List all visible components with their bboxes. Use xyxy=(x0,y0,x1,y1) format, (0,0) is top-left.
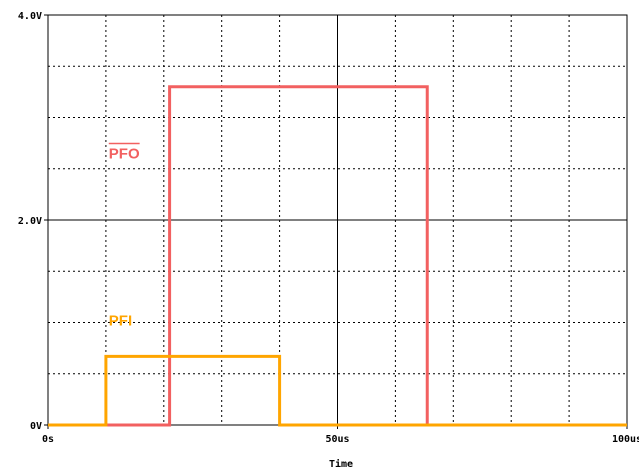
series-label-pfo: PFO xyxy=(109,146,140,163)
series-line-pfi xyxy=(48,354,627,427)
y-tick-label: 2.0V xyxy=(18,216,42,227)
x-axis-label: Time xyxy=(329,458,353,470)
grid xyxy=(48,15,627,425)
axes xyxy=(44,14,628,429)
series-label-pfi: PFI xyxy=(109,313,132,330)
x-tick-label: 0s xyxy=(42,434,54,445)
tick-labels: 0s 50us 100us 0V 2.0V 4.0V xyxy=(18,11,639,445)
y-tick-label: 4.0V xyxy=(18,11,42,22)
series-labels: PFO PFI xyxy=(108,142,140,330)
series-lines xyxy=(48,85,627,427)
x-tick-label: 50us xyxy=(325,434,349,445)
x-tick-label: 100us xyxy=(612,434,639,445)
y-tick-label: 0V xyxy=(30,421,42,432)
